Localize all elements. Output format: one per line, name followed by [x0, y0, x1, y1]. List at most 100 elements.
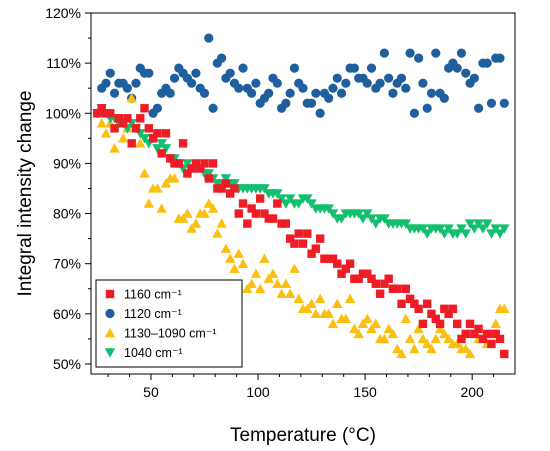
data-point: [452, 319, 462, 329]
data-point: [136, 114, 145, 123]
data-point: [160, 178, 172, 188]
data-point: [224, 253, 236, 263]
data-point: [170, 159, 179, 168]
data-point: [259, 184, 270, 194]
data-point: [388, 284, 398, 293]
data-point: [204, 174, 213, 183]
data-point: [482, 58, 492, 68]
data-point: [387, 328, 399, 339]
data-point: [251, 209, 261, 218]
data-point: [362, 78, 372, 88]
data-point: [183, 169, 192, 178]
data-point: [486, 98, 497, 108]
legend-box: [95, 279, 243, 368]
data-point: [460, 343, 471, 354]
data-point: [246, 278, 257, 288]
data-point: [204, 33, 214, 43]
data-point: [405, 294, 415, 303]
data-point: [427, 309, 436, 319]
series-3: [92, 104, 510, 239]
data-point: [152, 183, 163, 193]
data-point: [311, 244, 321, 253]
data-point: [144, 68, 154, 78]
data-point: [439, 229, 450, 239]
data-point: [303, 229, 312, 238]
data-point: [328, 83, 338, 93]
data-point: [225, 68, 235, 78]
data-point: [451, 229, 463, 239]
data-point: [336, 88, 347, 98]
data-point: [491, 329, 500, 339]
data-point: [250, 268, 262, 278]
data-point: [156, 203, 167, 213]
legend-marker: [105, 289, 115, 299]
data-point: [186, 223, 197, 233]
data-point: [439, 93, 449, 103]
data-point: [135, 138, 146, 148]
data-point: [311, 88, 321, 98]
data-point: [237, 258, 249, 268]
data-point: [375, 289, 385, 298]
data-point: [422, 338, 433, 349]
data-point: [500, 349, 509, 359]
data-point: [431, 314, 440, 324]
data-point: [177, 213, 189, 223]
data-point: [272, 278, 283, 288]
data-point: [451, 338, 463, 349]
data-point: [481, 219, 493, 229]
data-point: [109, 143, 120, 153]
data-point: [220, 174, 232, 184]
data-point: [414, 53, 424, 63]
data-point: [400, 219, 411, 229]
data-point: [281, 98, 291, 108]
data-point: [444, 309, 453, 319]
plot-frame: [90, 12, 516, 375]
data-point: [490, 318, 501, 329]
data-point: [238, 199, 248, 208]
data-point: [370, 318, 382, 329]
data-point: [486, 229, 497, 239]
data-point: [187, 164, 196, 173]
data-point: [332, 298, 343, 309]
data-point: [174, 159, 183, 168]
data-point: [435, 319, 445, 329]
data-point: [477, 224, 489, 234]
data-point: [499, 98, 509, 108]
data-point: [152, 144, 163, 154]
data-point: [456, 224, 467, 234]
data-point: [366, 323, 377, 334]
data-point: [140, 104, 149, 113]
data-point: [225, 189, 235, 198]
data-point: [327, 318, 339, 329]
data-point: [157, 149, 166, 158]
data-point: [165, 88, 175, 98]
data-point: [482, 329, 492, 339]
data-point: [344, 293, 356, 303]
data-point: [243, 219, 252, 228]
data-point: [247, 88, 257, 98]
data-point: [247, 204, 256, 213]
data-point: [284, 194, 296, 204]
data-point: [187, 78, 197, 88]
data-point: [178, 139, 188, 148]
data-point: [276, 194, 287, 204]
data-point: [490, 224, 501, 234]
series-2: [92, 93, 510, 359]
data-point: [110, 124, 119, 133]
data-point: [101, 78, 111, 88]
data-point: [302, 303, 313, 314]
data-point: [434, 323, 446, 334]
data-point: [371, 279, 381, 288]
data-point: [213, 184, 222, 193]
data-point: [118, 119, 128, 128]
y-tick-label: 60%: [53, 306, 81, 322]
data-point: [448, 304, 458, 314]
data-point: [166, 154, 175, 163]
data-point: [499, 303, 510, 314]
legend-label: 1040 cm⁻¹: [124, 346, 183, 360]
data-point: [220, 243, 232, 253]
data-point: [100, 128, 112, 138]
data-point: [495, 53, 505, 63]
data-point: [440, 304, 449, 314]
